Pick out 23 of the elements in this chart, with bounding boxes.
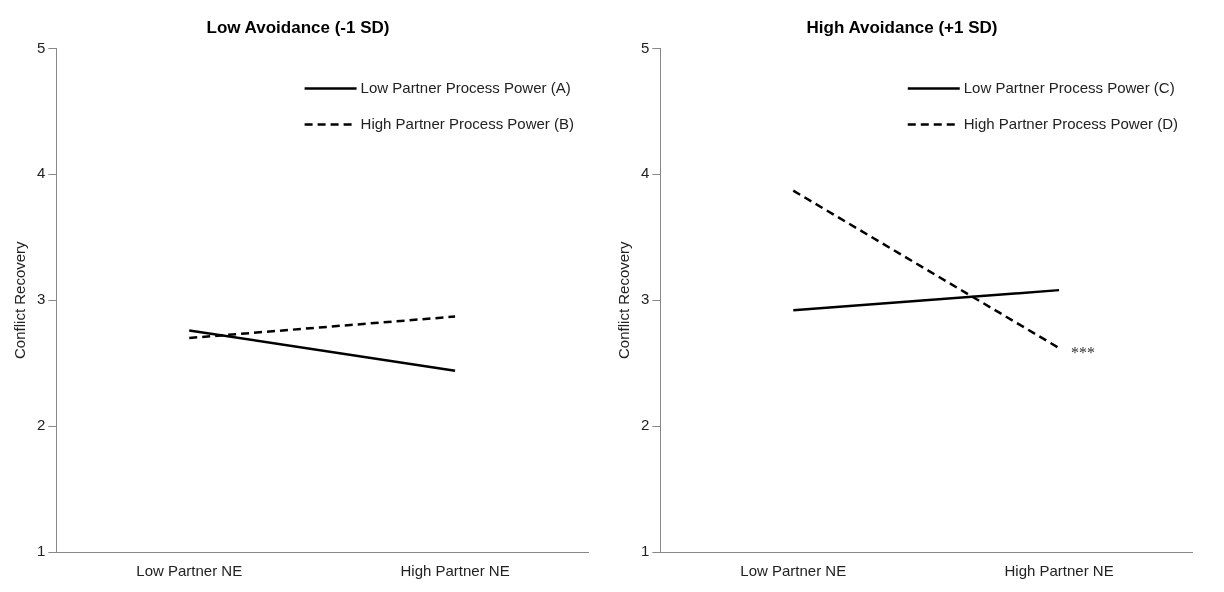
legend-label: Low Partner Process Power (C) bbox=[963, 78, 1175, 96]
x-tick-label: High Partner NE bbox=[400, 562, 510, 580]
y-tick-label: 3 bbox=[641, 290, 650, 308]
y-tick-label: 1 bbox=[37, 542, 46, 560]
legend-label: Low Partner Process Power (A) bbox=[360, 78, 571, 96]
legend-label: High Partner Process Power (D) bbox=[963, 114, 1178, 132]
y-tick-label: 5 bbox=[641, 38, 650, 56]
y-axis-title: Conflict Recovery bbox=[11, 240, 29, 359]
chart-title: High Avoidance (+1 SD) bbox=[806, 17, 998, 37]
annotation: *** bbox=[1071, 344, 1096, 362]
y-tick-label: 3 bbox=[37, 290, 46, 308]
y-tick-label: 1 bbox=[641, 542, 650, 560]
y-tick-label: 2 bbox=[37, 416, 46, 434]
x-tick-label: Low Partner NE bbox=[136, 562, 243, 580]
y-tick-label: 4 bbox=[37, 164, 46, 182]
y-tick-label: 2 bbox=[641, 416, 650, 434]
y-tick-label: 4 bbox=[641, 164, 650, 182]
y-axis-title: Conflict Recovery bbox=[615, 240, 633, 359]
y-tick-label: 5 bbox=[37, 38, 46, 56]
chart-title: Low Avoidance (-1 SD) bbox=[206, 17, 390, 37]
legend-label: High Partner Process Power (B) bbox=[360, 114, 574, 132]
x-tick-label: High Partner NE bbox=[1004, 562, 1114, 580]
x-tick-label: Low Partner NE bbox=[740, 562, 847, 580]
